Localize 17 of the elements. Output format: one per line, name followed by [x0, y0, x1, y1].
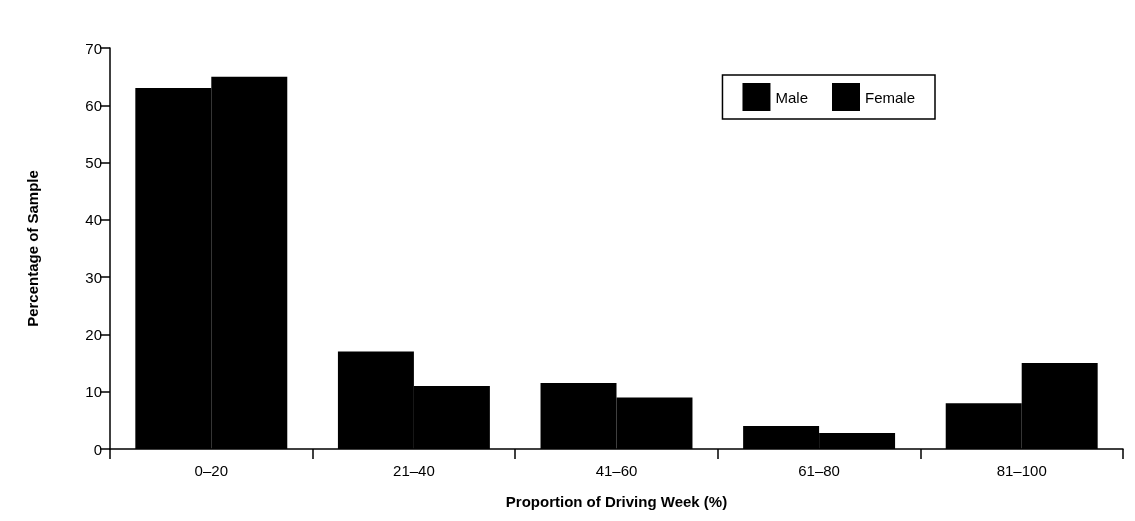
y-axis-title: Percentage of Sample	[24, 170, 41, 327]
y-tick-label: 20	[85, 325, 102, 343]
x-tick-label: 21–40	[393, 462, 435, 479]
y-tick-label: 70	[85, 39, 102, 57]
y-tick-label: 50	[85, 154, 102, 172]
legend-label: Female	[864, 88, 916, 106]
y-tick-label: 0	[93, 440, 102, 458]
x-tick-label: 61–80	[798, 462, 840, 479]
x-tick-label: 81–100	[996, 462, 1047, 479]
legend-label: Male	[775, 88, 808, 106]
x-tick-label: 41–60	[595, 462, 638, 479]
x-tick-label: 0–20	[194, 462, 228, 479]
y-tick-label: 30	[85, 268, 102, 286]
x-axis-title: Proportion of Driving Week (%)	[505, 493, 728, 510]
y-tick-label: 10	[85, 383, 102, 401]
y-tick-label: 60	[85, 96, 102, 114]
y-tick-label: 40	[85, 211, 102, 229]
